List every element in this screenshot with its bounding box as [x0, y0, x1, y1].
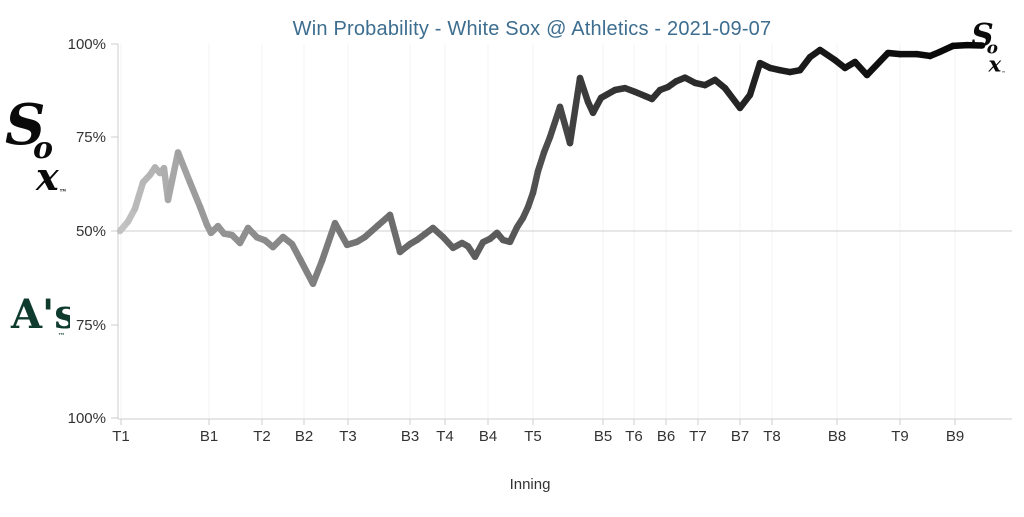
win-probability-line-segment[interactable] — [746, 59, 764, 99]
chart-title: Win Probability - White Sox @ Athletics … — [292, 18, 772, 40]
athletics-text: A's — [10, 291, 70, 338]
win-probability-line-segment[interactable] — [566, 74, 584, 147]
x-axis-tick-label: B4 — [479, 428, 497, 445]
win-probability-line-segment[interactable] — [309, 257, 326, 287]
win-probability-line-segment[interactable] — [296, 255, 317, 287]
x-axis-tick-label: T2 — [253, 428, 271, 445]
trademark-symbol: ™ — [58, 331, 65, 340]
x-axis-tick-label: T9 — [891, 428, 909, 445]
sox-letter-x: x — [35, 154, 60, 198]
win-probability-line-segment[interactable] — [386, 211, 404, 256]
y-axis-tick-label: 100% — [68, 410, 106, 427]
win-probability-line-segment[interactable] — [164, 149, 182, 204]
sox-letter-o: o — [33, 131, 53, 166]
x-axis-title: Inning — [509, 476, 551, 493]
sox-letter-x: x — [987, 53, 1001, 76]
win-probability-line-segment[interactable] — [534, 149, 548, 175]
x-axis-tick-label: T4 — [436, 428, 454, 445]
sox-letter-s: S — [5, 98, 45, 158]
x-axis-tick-label: B8 — [828, 428, 846, 445]
win-probability-line-segment[interactable] — [576, 74, 592, 106]
x-axis-tick-label: B6 — [657, 428, 675, 445]
x-axis-tick-label: T8 — [763, 428, 781, 445]
win-probability-line-segment[interactable] — [196, 203, 211, 229]
white-sox-logo: S o x ™ — [5, 92, 69, 203]
x-axis-tick-label: T6 — [625, 428, 643, 445]
win-probability-line-segment[interactable] — [331, 219, 351, 249]
sox-letter-o: o — [987, 38, 998, 58]
win-probability-line-segment[interactable] — [529, 167, 542, 197]
x-axis-tick-label: B7 — [731, 428, 749, 445]
x-axis-tick-label: T1 — [112, 428, 130, 445]
win-probability-line-segment[interactable] — [318, 219, 339, 265]
win-probability-line-segment[interactable] — [131, 179, 147, 212]
win-probability-line-segment[interactable] — [174, 149, 194, 186]
x-axis-tick-label: B2 — [295, 428, 313, 445]
y-axis-tick-label: 100% — [68, 36, 106, 53]
win-probability-line-segment[interactable] — [863, 49, 892, 79]
y-axis-tick-label: 75% — [76, 129, 106, 146]
x-axis-tick-label: B9 — [946, 428, 964, 445]
y-axis-tick-label: 50% — [76, 223, 106, 240]
x-axis-tick-label: B3 — [401, 428, 419, 445]
win-probability-line-segment[interactable] — [186, 179, 204, 210]
x-axis-tick-label: B1 — [200, 428, 218, 445]
x-axis-tick-label: T7 — [689, 428, 707, 445]
trademark-symbol: ™ — [1001, 70, 1005, 76]
win-probability-line-segment[interactable] — [721, 84, 744, 112]
x-axis-tick-label: B5 — [594, 428, 612, 445]
athletics-logo: A's ™ — [10, 284, 77, 351]
x-axis-tick-label: T5 — [524, 428, 542, 445]
y-axis-tick-label: 75% — [76, 317, 106, 334]
white-sox-logo-marker: S o x ™ — [966, 18, 1012, 81]
trademark-symbol: ™ — [59, 187, 67, 197]
x-axis-tick-label: T3 — [339, 428, 357, 445]
sox-letter-s: S — [971, 20, 994, 54]
